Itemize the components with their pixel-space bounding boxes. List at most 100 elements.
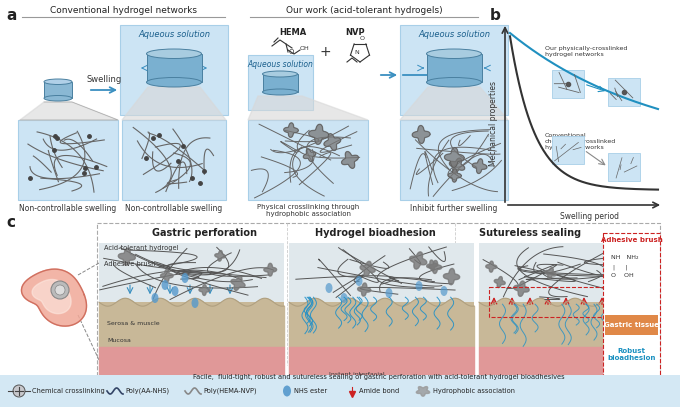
Ellipse shape (441, 286, 447, 296)
Text: Hydrogel bioadhesion: Hydrogel bioadhesion (315, 228, 435, 238)
Bar (552, 70, 584, 98)
Text: Robust
bioadhesion: Robust bioadhesion (607, 348, 656, 361)
Polygon shape (160, 269, 173, 282)
Ellipse shape (426, 49, 481, 59)
Circle shape (51, 281, 69, 299)
Bar (489, 287, 639, 317)
Text: Conventional hydrogel networks: Conventional hydrogel networks (50, 6, 197, 15)
Polygon shape (118, 248, 135, 265)
Bar (289, 302, 474, 347)
Text: Adhesive brush: Adhesive brush (600, 237, 662, 243)
Text: OH: OH (300, 46, 310, 52)
Text: Poly(HEMA-NVP): Poly(HEMA-NVP) (203, 388, 256, 394)
Polygon shape (486, 261, 497, 272)
Bar (44, 82, 72, 98)
Polygon shape (473, 159, 487, 173)
Polygon shape (514, 281, 529, 296)
Bar (479, 243, 649, 302)
Polygon shape (416, 387, 430, 396)
Text: Our physically-crosslinked
hydrogel networks: Our physically-crosslinked hydrogel netw… (545, 46, 628, 57)
Ellipse shape (146, 49, 201, 59)
Polygon shape (409, 252, 427, 269)
Text: Gastric
perforation
sealing: Gastric perforation sealing (16, 400, 70, 407)
Polygon shape (619, 257, 632, 269)
Ellipse shape (356, 276, 362, 286)
Polygon shape (412, 125, 430, 143)
Text: |      |: | | (613, 265, 628, 271)
Ellipse shape (152, 293, 158, 303)
Bar (99, 243, 284, 302)
Text: Chemical crosslinking: Chemical crosslinking (32, 388, 105, 394)
Ellipse shape (171, 286, 178, 296)
Polygon shape (248, 96, 368, 120)
Ellipse shape (415, 281, 422, 291)
Text: Aqueous solution: Aqueous solution (138, 30, 210, 39)
Polygon shape (341, 151, 358, 168)
Bar (608, 153, 640, 181)
Text: Inhibit further swelling: Inhibit further swelling (410, 204, 498, 213)
Polygon shape (264, 263, 277, 276)
Text: Aqueous solution: Aqueous solution (418, 30, 490, 39)
Polygon shape (231, 276, 245, 290)
Bar (605, 315, 658, 335)
Text: Gastric fluid: Gastric fluid (149, 378, 187, 383)
Text: Facile,  fluid-tight, robust and sutureless sealing of gastric perforation with : Facile, fluid-tight, robust and suturele… (192, 374, 564, 380)
Bar (608, 78, 640, 106)
Bar (603, 233, 660, 378)
Text: Swelling period: Swelling period (560, 212, 619, 221)
Text: Conventional
chemically-crosslinked
hydrogel networks: Conventional chemically-crosslinked hydr… (545, 133, 616, 150)
Text: Non-controllable swelling: Non-controllable swelling (19, 204, 117, 213)
Text: Physical crosslinking through
hydrophobic association: Physical crosslinking through hydrophobi… (257, 204, 359, 217)
Text: O: O (289, 49, 294, 55)
Text: NHS ester: NHS ester (294, 388, 327, 394)
Polygon shape (545, 268, 556, 279)
Bar (99, 302, 284, 347)
Ellipse shape (326, 283, 333, 293)
Text: Poly(AA-NHS): Poly(AA-NHS) (125, 388, 169, 394)
Bar (400, 120, 508, 200)
Ellipse shape (192, 298, 199, 308)
Text: O: O (360, 36, 364, 41)
Text: NVP: NVP (345, 28, 364, 37)
Bar (289, 347, 474, 391)
Ellipse shape (386, 288, 392, 298)
Polygon shape (449, 158, 464, 173)
Bar (289, 243, 474, 302)
Text: Acid-tolerant hydrogel: Acid-tolerant hydrogel (104, 245, 178, 251)
Polygon shape (443, 269, 460, 285)
Polygon shape (303, 149, 316, 162)
Ellipse shape (182, 273, 188, 283)
Polygon shape (324, 133, 341, 151)
Text: Non-controllable swelling: Non-controllable swelling (125, 204, 222, 213)
Ellipse shape (262, 89, 298, 95)
Ellipse shape (162, 280, 169, 290)
Polygon shape (22, 269, 86, 326)
Text: Hydrophobic association: Hydrophobic association (433, 388, 515, 394)
Ellipse shape (44, 96, 72, 101)
Bar (248, 55, 313, 110)
Text: Mucosa: Mucosa (107, 338, 131, 343)
Polygon shape (360, 261, 375, 276)
Text: Serosa & muscle: Serosa & muscle (107, 322, 160, 326)
Polygon shape (358, 283, 371, 296)
Polygon shape (215, 250, 226, 261)
Circle shape (55, 285, 65, 295)
Bar (248, 120, 368, 200)
Bar (479, 347, 649, 391)
Polygon shape (20, 102, 118, 120)
Text: Aqueous solution: Aqueous solution (247, 60, 313, 69)
Bar (0, 375, 680, 407)
Text: Sutureless sealing: Sutureless sealing (479, 228, 581, 238)
Polygon shape (400, 87, 508, 120)
Bar (122, 120, 226, 200)
Bar (400, 25, 508, 115)
Text: O    OH: O OH (611, 273, 634, 278)
Bar (479, 302, 649, 347)
Bar (99, 347, 284, 391)
Text: +: + (319, 45, 330, 59)
Ellipse shape (283, 385, 291, 396)
Text: Instant interfacial
fluid drainage: Instant interfacial fluid drainage (329, 372, 385, 383)
Polygon shape (428, 260, 442, 274)
Bar (120, 25, 228, 115)
Text: Gastric perforation: Gastric perforation (152, 228, 258, 238)
